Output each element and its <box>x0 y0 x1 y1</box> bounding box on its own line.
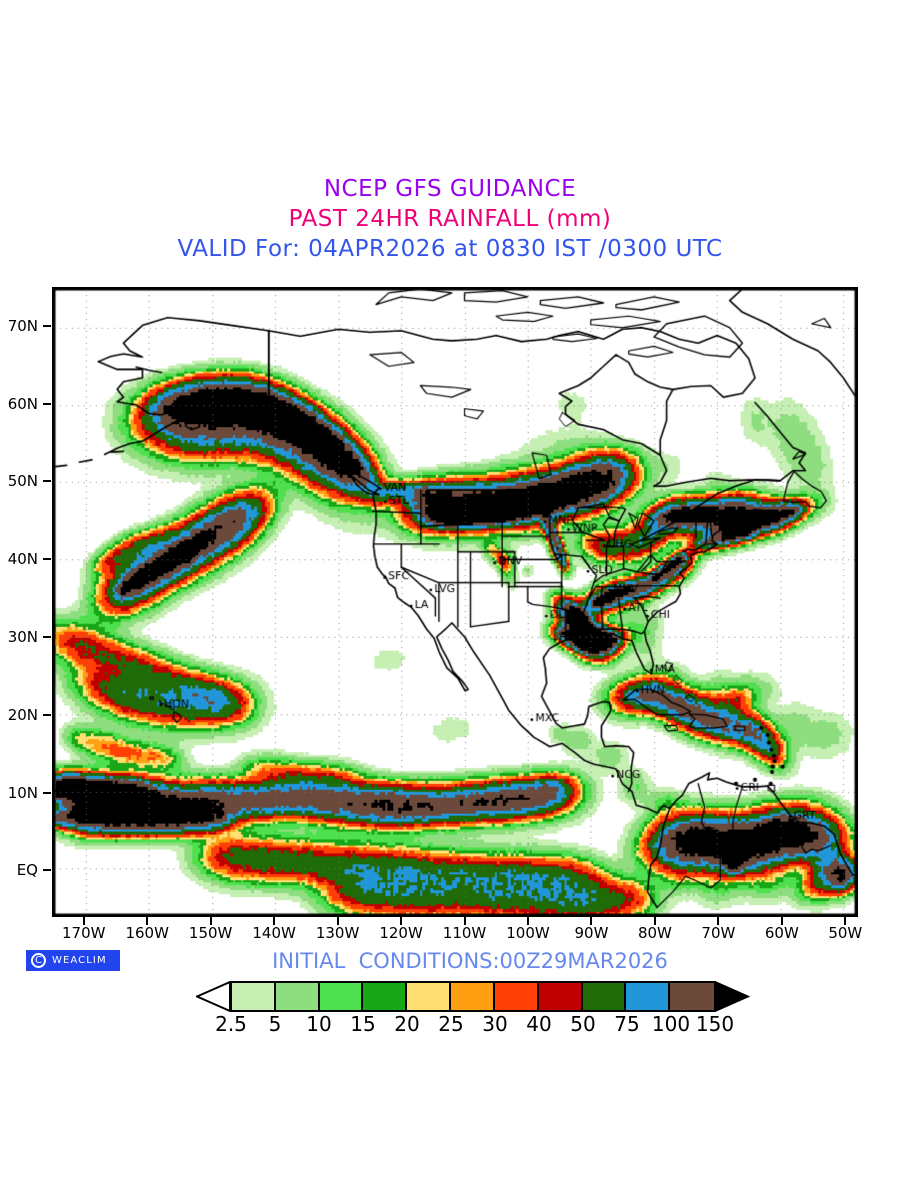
page-title: NCEP GFS GUIDANCE <box>323 176 577 202</box>
x-axis-tick <box>844 917 847 925</box>
precipitation-map[interactable] <box>52 287 858 917</box>
x-axis-tick <box>336 917 339 925</box>
x-axis-tick <box>209 917 212 925</box>
colorbar-tick-label: 75 <box>614 1012 640 1036</box>
colorbar-cells <box>230 981 716 1012</box>
initial-conditions-label: INITIAL CONDITIONS:00Z29MAR2026 <box>272 949 668 973</box>
x-axis-tick <box>273 917 276 925</box>
colorbar-cell <box>538 983 583 1010</box>
x-axis-tick <box>463 917 466 925</box>
colorbar-tick-label: 2.5 <box>215 1012 247 1036</box>
x-axis-tick-label: 120W <box>379 924 423 942</box>
y-axis-tick <box>43 480 51 483</box>
y-axis-tick <box>43 636 51 638</box>
colorbar-cell <box>319 983 364 1010</box>
colorbar-tick-labels: 2.5 5 10 15 20 25 30 40 50 75 100 150 <box>196 1012 736 1036</box>
y-axis-tick-label: 50N <box>7 472 38 491</box>
chart-subtitle: PAST 24HR RAINFALL (mm) <box>288 206 612 232</box>
x-axis-tick-label: 90W <box>574 924 609 942</box>
colorbar-cell <box>407 983 452 1010</box>
colorbar-cell <box>451 983 495 1010</box>
y-axis-tick <box>43 324 51 327</box>
y-axis-tick <box>43 869 51 872</box>
colorbar-tick-label: 10 <box>306 1012 332 1036</box>
x-axis-tick-label: 160W <box>125 924 169 942</box>
y-axis-tick-label: 70N <box>7 316 38 335</box>
y-axis-tick-label: 30N <box>7 628 38 646</box>
x-axis-tick <box>717 917 720 925</box>
x-axis-tick <box>526 917 529 925</box>
colorbar-tick-label: 150 <box>695 1012 735 1036</box>
colorbar <box>196 981 750 1012</box>
x-axis-tick <box>653 917 656 925</box>
y-axis-tick <box>43 791 51 794</box>
colorbar-tick-label: 25 <box>438 1012 464 1036</box>
colorbar-cell <box>670 983 714 1010</box>
x-axis-tick-label: 170W <box>61 924 106 942</box>
x-axis-tick <box>780 917 783 925</box>
x-axis-tick-label: 70W <box>701 924 736 942</box>
valid-time-label: VALID For: 04APR2026 at 0830 IST /0300 U… <box>177 236 723 262</box>
logo-wordmark: WEACLIM <box>52 955 107 966</box>
colorbar-tick-label: 30 <box>482 1012 508 1036</box>
x-axis-tick-label: 80W <box>637 924 672 942</box>
colorbar-low-cap <box>196 981 231 1012</box>
colorbar-cell <box>275 983 320 1010</box>
y-axis-tick-label: 60N <box>7 394 38 413</box>
colorbar-tick-label: 15 <box>350 1012 376 1036</box>
y-axis-tick-label: EQ <box>16 861 38 880</box>
colorbar-tick-label: 20 <box>394 1012 420 1036</box>
x-axis-tick-label: 150W <box>188 924 233 942</box>
x-axis-tick <box>590 917 593 925</box>
x-axis-tick <box>146 917 149 925</box>
colorbar-cell <box>232 983 276 1010</box>
colorbar-cell <box>582 983 627 1010</box>
x-axis-tick-label: 110W <box>442 924 487 942</box>
colorbar-cell <box>363 983 408 1010</box>
colorbar-tick-label: 100 <box>651 1012 691 1036</box>
y-axis-tick-label: 10N <box>7 783 38 802</box>
y-axis-tick-label: 20N <box>7 705 38 724</box>
x-axis-tick-label: 60W <box>764 924 799 942</box>
chart-title-block: NCEP GFS GUIDANCE PAST 24HR RAINFALL (mm… <box>0 178 900 261</box>
colorbar-cell <box>494 983 539 1010</box>
colorbar-high-cap <box>714 981 750 1012</box>
colorbar-tick-label: 5 <box>268 1012 282 1036</box>
x-axis-tick-label: 130W <box>315 924 360 942</box>
colorbar-tick-label: 40 <box>526 1012 552 1036</box>
x-axis-tick <box>82 917 85 925</box>
y-axis-tick-label: 40N <box>7 550 38 569</box>
weaclim-logo: C WEACLIM <box>26 950 120 971</box>
x-axis-tick-label: 100W <box>506 924 550 942</box>
y-axis-tick <box>43 713 51 716</box>
x-axis-tick-label: 140W <box>252 924 296 942</box>
colorbar-cell <box>626 983 671 1010</box>
x-axis-tick-label: 50W <box>828 924 863 942</box>
x-axis-tick <box>400 917 403 925</box>
y-axis-tick <box>43 402 51 405</box>
colorbar-tick-label: 50 <box>570 1012 596 1036</box>
copyright-icon: C <box>31 953 46 968</box>
map-canvas[interactable] <box>54 289 856 915</box>
y-axis-tick <box>43 558 51 561</box>
